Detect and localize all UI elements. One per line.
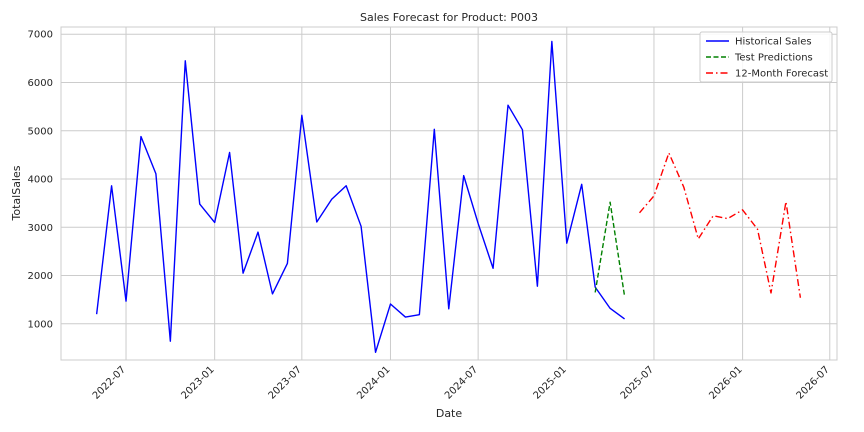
x-tick-label: 2023-01	[179, 364, 216, 401]
legend-box	[699, 31, 833, 83]
x-axis-label: Date	[436, 407, 463, 420]
y-tick-label: 7000	[28, 30, 53, 41]
y-tick-label: 4000	[28, 175, 53, 186]
x-tick-label: 2022-07	[91, 364, 128, 401]
series-line-2	[638, 152, 802, 298]
series-line-1	[594, 201, 626, 297]
legend-label: Historical Sales	[735, 37, 812, 48]
legend-label: Test Predictions	[734, 53, 813, 64]
legend-label: 12-Month Forecast	[735, 69, 828, 80]
y-axis-ticks: 1000 2000 3000 4000 5000 6000 7000	[28, 30, 53, 331]
x-tick-label: 2024-01	[355, 364, 392, 401]
x-tick-label: 2023-07	[267, 364, 304, 401]
x-tick-label: 2025-01	[532, 364, 569, 401]
y-axis-label: TotalSales	[10, 165, 23, 221]
series-lines	[95, 40, 802, 353]
y-tick-label: 2000	[28, 271, 53, 282]
chart-title: Sales Forecast for Product: P003	[360, 11, 538, 24]
y-tick-label: 3000	[28, 223, 53, 234]
x-tick-label: 2026-01	[707, 364, 744, 401]
y-tick-label: 1000	[28, 319, 53, 330]
x-tick-label: 2025-07	[619, 364, 656, 401]
x-tick-label: 2026-07	[795, 364, 832, 401]
y-tick-label: 5000	[28, 126, 53, 137]
x-axis-ticks: 2022-07 2023-01 2023-07 2024-01 2024-07 2025-…	[91, 364, 832, 401]
series-line-0	[95, 40, 625, 353]
legend: Historical Sales Test Predictions 12-Month…	[699, 31, 833, 83]
y-tick-label: 6000	[28, 78, 53, 89]
x-tick-label: 2024-07	[443, 364, 480, 401]
